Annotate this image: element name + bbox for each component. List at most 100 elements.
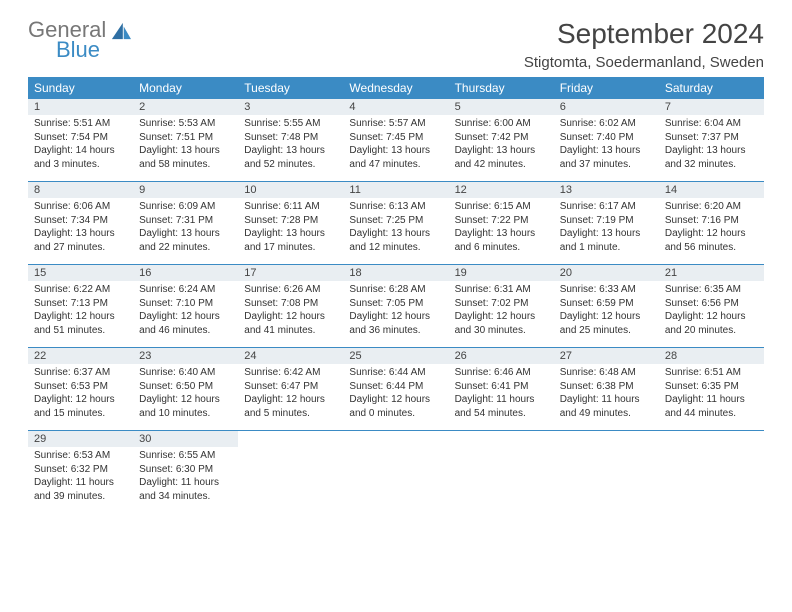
day-number: 28 — [659, 348, 764, 365]
daylight-line: Daylight: 13 hours and 17 minutes. — [244, 227, 337, 254]
day-cell: Sunrise: 6:55 AMSunset: 6:30 PMDaylight:… — [133, 447, 238, 513]
daylight-line: Daylight: 13 hours and 47 minutes. — [349, 144, 442, 171]
day-number: 10 — [238, 182, 343, 199]
sunrise-line: Sunrise: 6:09 AM — [139, 200, 232, 214]
sunrise-line: Sunrise: 6:33 AM — [560, 283, 653, 297]
day-number: 20 — [554, 265, 659, 282]
page: General Blue September 2024 Stigtomta, S… — [0, 0, 792, 531]
sunrise-line: Sunrise: 6:55 AM — [139, 449, 232, 463]
daylight-line: Daylight: 12 hours and 56 minutes. — [665, 227, 758, 254]
sunset-line: Sunset: 7:42 PM — [455, 131, 548, 145]
sunrise-line: Sunrise: 6:37 AM — [34, 366, 127, 380]
day-number — [238, 431, 343, 448]
daylight-line: Daylight: 12 hours and 20 minutes. — [665, 310, 758, 337]
sunrise-line: Sunrise: 6:24 AM — [139, 283, 232, 297]
day-number: 24 — [238, 348, 343, 365]
sunset-line: Sunset: 7:05 PM — [349, 297, 442, 311]
day-cell: Sunrise: 6:31 AMSunset: 7:02 PMDaylight:… — [449, 281, 554, 348]
daylight-line: Daylight: 13 hours and 42 minutes. — [455, 144, 548, 171]
sunrise-line: Sunrise: 6:04 AM — [665, 117, 758, 131]
day-number: 4 — [343, 99, 448, 115]
sunrise-line: Sunrise: 6:48 AM — [560, 366, 653, 380]
daylight-line: Daylight: 12 hours and 25 minutes. — [560, 310, 653, 337]
day-cell: Sunrise: 6:51 AMSunset: 6:35 PMDaylight:… — [659, 364, 764, 431]
day-cell: Sunrise: 6:37 AMSunset: 6:53 PMDaylight:… — [28, 364, 133, 431]
daylight-line: Daylight: 13 hours and 6 minutes. — [455, 227, 548, 254]
dow-row: Sunday Monday Tuesday Wednesday Thursday… — [28, 77, 764, 99]
sunset-line: Sunset: 7:54 PM — [34, 131, 127, 145]
daydata-row: Sunrise: 6:06 AMSunset: 7:34 PMDaylight:… — [28, 198, 764, 265]
logo-blue: Blue — [56, 38, 106, 62]
day-cell: Sunrise: 6:28 AMSunset: 7:05 PMDaylight:… — [343, 281, 448, 348]
sunset-line: Sunset: 7:02 PM — [455, 297, 548, 311]
dow-thursday: Thursday — [449, 77, 554, 99]
day-number: 15 — [28, 265, 133, 282]
day-cell: Sunrise: 6:33 AMSunset: 6:59 PMDaylight:… — [554, 281, 659, 348]
day-number — [343, 431, 448, 448]
daylight-line: Daylight: 13 hours and 27 minutes. — [34, 227, 127, 254]
daylight-line: Daylight: 11 hours and 34 minutes. — [139, 476, 232, 503]
sunset-line: Sunset: 7:51 PM — [139, 131, 232, 145]
day-cell: Sunrise: 5:53 AMSunset: 7:51 PMDaylight:… — [133, 115, 238, 182]
day-cell: Sunrise: 6:09 AMSunset: 7:31 PMDaylight:… — [133, 198, 238, 265]
sunrise-line: Sunrise: 6:31 AM — [455, 283, 548, 297]
day-number: 12 — [449, 182, 554, 199]
day-number — [449, 431, 554, 448]
day-number: 19 — [449, 265, 554, 282]
daydata-row: Sunrise: 5:51 AMSunset: 7:54 PM Daylight:… — [28, 115, 764, 182]
daylight-line: Daylight: 12 hours and 36 minutes. — [349, 310, 442, 337]
day-cell — [343, 447, 448, 513]
daylight-line: Daylight: 12 hours and 30 minutes. — [455, 310, 548, 337]
day-cell: Sunrise: 6:46 AMSunset: 6:41 PMDaylight:… — [449, 364, 554, 431]
sunrise-line: Sunrise: 6:53 AM — [34, 449, 127, 463]
sunrise-line: Sunrise: 6:15 AM — [455, 200, 548, 214]
sunrise-line: Sunrise: 5:51 AM — [34, 117, 127, 131]
day-cell: Sunrise: 5:57 AMSunset: 7:45 PMDaylight:… — [343, 115, 448, 182]
day-cell: Sunrise: 6:13 AMSunset: 7:25 PMDaylight:… — [343, 198, 448, 265]
daylight-line: Daylight: 11 hours and 54 minutes. — [455, 393, 548, 420]
day-number: 25 — [343, 348, 448, 365]
header: General Blue September 2024 Stigtomta, S… — [28, 18, 764, 71]
day-cell: Sunrise: 6:04 AMSunset: 7:37 PMDaylight:… — [659, 115, 764, 182]
dow-sunday: Sunday — [28, 77, 133, 99]
day-cell: Sunrise: 6:11 AMSunset: 7:28 PMDaylight:… — [238, 198, 343, 265]
daylight-line: Daylight: 13 hours and 52 minutes. — [244, 144, 337, 171]
day-number: 26 — [449, 348, 554, 365]
sunrise-line: Sunrise: 5:57 AM — [349, 117, 442, 131]
daylight-line: Daylight: 12 hours and 5 minutes. — [244, 393, 337, 420]
sunrise-line: Sunrise: 6:00 AM — [455, 117, 548, 131]
sunrise-line: Sunrise: 5:55 AM — [244, 117, 337, 131]
day-cell: Sunrise: 6:24 AMSunset: 7:10 PMDaylight:… — [133, 281, 238, 348]
day-number: 22 — [28, 348, 133, 365]
day-cell: Sunrise: 6:15 AMSunset: 7:22 PMDaylight:… — [449, 198, 554, 265]
daynum-row: 22232425262728 — [28, 348, 764, 365]
daylight-line: Daylight: 11 hours and 49 minutes. — [560, 393, 653, 420]
sunset-line: Sunset: 7:22 PM — [455, 214, 548, 228]
sunrise-line: Sunrise: 6:46 AM — [455, 366, 548, 380]
day-number: 27 — [554, 348, 659, 365]
sunset-line: Sunset: 7:34 PM — [34, 214, 127, 228]
sunset-line: Sunset: 7:10 PM — [139, 297, 232, 311]
daylight-line: Daylight: 11 hours and 44 minutes. — [665, 393, 758, 420]
day-cell: Sunrise: 6:02 AMSunset: 7:40 PMDaylight:… — [554, 115, 659, 182]
day-cell — [449, 447, 554, 513]
sunset-line: Sunset: 7:08 PM — [244, 297, 337, 311]
sunrise-line: Sunrise: 6:20 AM — [665, 200, 758, 214]
day-number: 21 — [659, 265, 764, 282]
day-number: 2 — [133, 99, 238, 115]
day-number: 1 — [28, 99, 133, 115]
day-number — [659, 431, 764, 448]
month-title: September 2024 — [524, 18, 764, 50]
title-block: September 2024 Stigtomta, Soedermanland,… — [524, 18, 764, 71]
sunset-line: Sunset: 7:28 PM — [244, 214, 337, 228]
sunset-line: Sunset: 7:45 PM — [349, 131, 442, 145]
day-cell: Sunrise: 6:26 AMSunset: 7:08 PMDaylight:… — [238, 281, 343, 348]
day-cell: Sunrise: 6:35 AMSunset: 6:56 PMDaylight:… — [659, 281, 764, 348]
day-number: 17 — [238, 265, 343, 282]
sunset-line: Sunset: 7:31 PM — [139, 214, 232, 228]
day-cell: Sunrise: 6:06 AMSunset: 7:34 PMDaylight:… — [28, 198, 133, 265]
sunrise-line: Sunrise: 6:11 AM — [244, 200, 337, 214]
day-cell — [659, 447, 764, 513]
daylight-line: Daylight: 12 hours and 0 minutes. — [349, 393, 442, 420]
daylight-line: Daylight: 13 hours and 12 minutes. — [349, 227, 442, 254]
